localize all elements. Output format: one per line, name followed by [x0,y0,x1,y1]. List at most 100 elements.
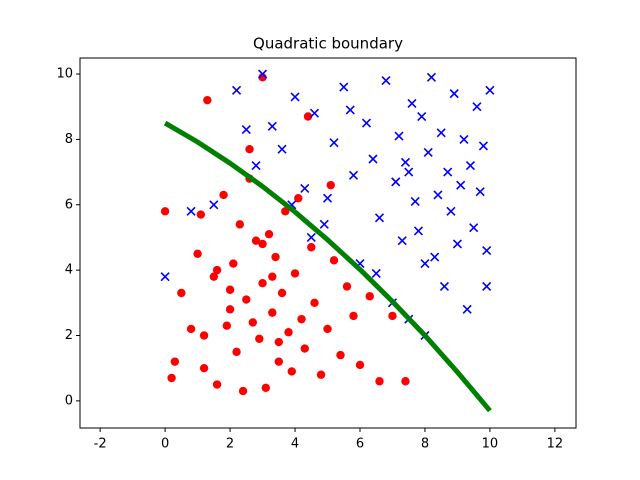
point [212,265,222,275]
point [177,288,186,298]
point [472,102,482,112]
point [368,154,378,164]
point [277,288,287,298]
point [229,259,238,268]
point [326,180,335,190]
point [222,321,232,330]
point [261,383,270,392]
point [231,85,242,95]
point [319,219,329,229]
point [323,324,332,334]
plot-frame [79,57,577,429]
point [257,69,268,79]
point [274,357,283,366]
point [407,98,417,108]
point [186,206,196,216]
point [264,229,274,239]
x-tick-label: 6 [356,437,364,452]
point [300,344,309,353]
point [268,272,277,281]
point [219,190,228,200]
point [242,295,251,304]
point [478,141,488,151]
y-tick-label: 4 [65,263,73,278]
point [469,223,479,233]
x-tick-label: 12 [547,437,564,452]
point [310,298,319,308]
point [290,92,300,102]
point [290,269,300,278]
point [225,285,235,294]
point [274,337,283,347]
point [436,128,446,138]
point [482,281,492,292]
point [193,249,202,258]
point [248,318,258,327]
point [303,112,313,121]
point [186,324,196,334]
point [232,347,241,357]
point [251,236,261,245]
y-tick-label: 10 [56,67,73,82]
point [241,125,251,135]
point [235,220,245,229]
point [462,304,472,314]
point [375,377,384,386]
point [245,144,254,154]
x-tick-label: -2 [94,437,107,452]
point [349,311,358,321]
x-tick-label: 10 [482,437,499,452]
point [465,160,475,171]
point [361,118,372,128]
x-tick-label: 0 [161,437,169,452]
y-tick-label: 8 [65,132,73,147]
point [401,377,410,386]
point [199,363,209,373]
point [374,213,385,223]
y-tick-label: 0 [65,393,73,408]
point [238,386,248,396]
point [212,380,222,389]
point [433,190,443,200]
point [251,160,261,171]
point [316,370,326,379]
chart-title: Quadratic boundary [253,35,403,53]
point [348,170,359,180]
point [167,373,176,383]
point [430,252,440,262]
point [482,245,492,256]
point [443,167,453,177]
point [271,252,280,262]
point [446,206,456,216]
point [388,311,397,321]
point [170,357,180,366]
point [410,196,420,207]
point [268,308,277,317]
point [459,134,469,144]
point [300,183,310,193]
point [209,200,219,210]
point [329,138,339,148]
point [391,177,401,187]
point [423,147,433,158]
point [199,331,209,340]
point [420,259,430,269]
boundary-line [163,120,492,413]
point [355,360,365,370]
point [345,105,355,115]
point [294,194,303,203]
point [160,272,170,282]
point [413,226,424,236]
point [281,207,290,216]
point [277,144,287,154]
point [456,180,466,190]
point [287,367,296,376]
point [404,167,414,177]
point [452,239,463,249]
point [309,108,320,118]
x-tick-label: 4 [291,437,299,452]
point [307,243,316,252]
